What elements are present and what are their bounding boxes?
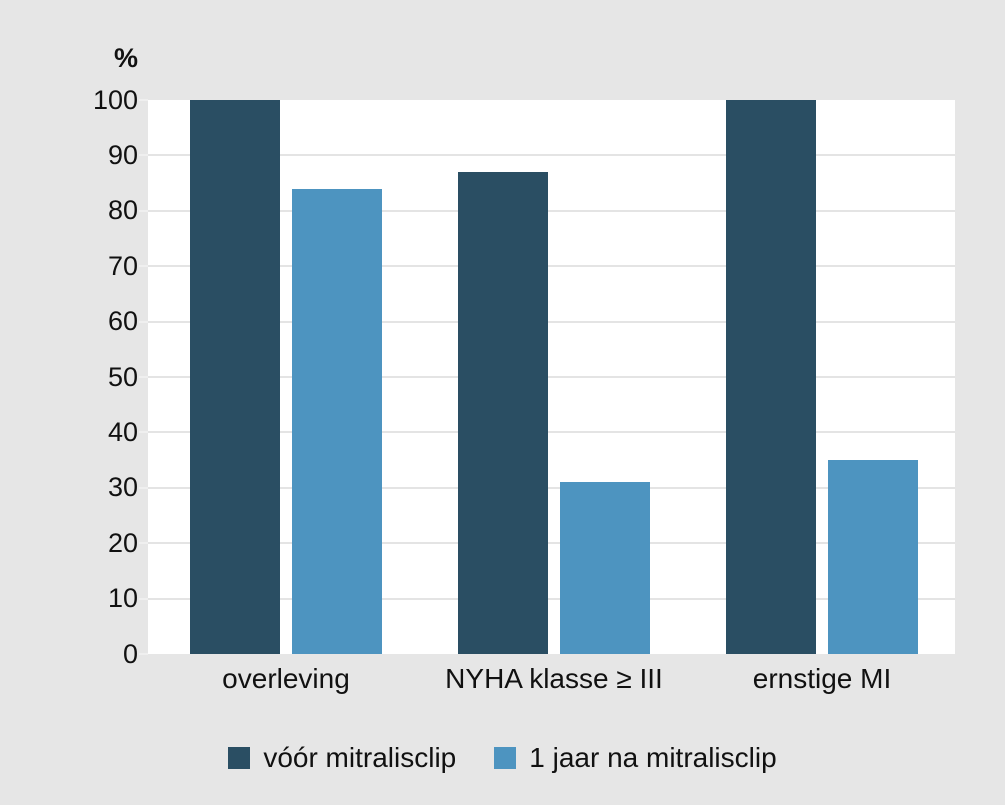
y-axis-tick-label-70: 70 xyxy=(107,250,138,281)
y-axis-tick-40 xyxy=(139,431,148,434)
legend-item-0: vóór mitralisclip xyxy=(228,742,456,774)
y-axis-tick-label-20: 20 xyxy=(107,527,138,558)
y-axis-tick-label-80: 80 xyxy=(107,195,138,226)
gridline-70 xyxy=(148,265,955,268)
y-axis-tick-100 xyxy=(139,99,148,101)
legend-label: vóór mitralisclip xyxy=(263,742,457,773)
y-axis-tick-0 xyxy=(139,653,148,655)
legend: vóór mitralisclip 1 jaar na mitralisclip xyxy=(0,742,1005,774)
y-axis-tick-50 xyxy=(139,376,148,378)
bar-series1-ernstige-mi xyxy=(828,460,918,654)
y-axis-tick-label-40: 40 xyxy=(107,416,138,447)
y-axis-tick-20 xyxy=(139,542,148,545)
bar-series0-overleving xyxy=(190,100,280,654)
y-axis-tick-label-50: 50 xyxy=(107,361,138,392)
y-axis-tick-60 xyxy=(139,320,148,323)
y-axis-tick-label-30: 30 xyxy=(107,472,138,503)
gridline-80 xyxy=(148,209,955,212)
legend-label: 1 jaar na mitralisclip xyxy=(529,742,777,773)
y-axis-tick-70 xyxy=(139,265,148,268)
y-axis-tick-label-0: 0 xyxy=(122,638,138,669)
y-axis-tick-label-60: 60 xyxy=(107,306,138,337)
gridline-10 xyxy=(148,597,955,600)
legend-swatch-icon xyxy=(228,747,251,769)
gridline-50 xyxy=(148,376,955,378)
x-axis-category-label-2: ernstige MI xyxy=(752,663,892,694)
y-axis-tick-label-10: 10 xyxy=(107,583,138,614)
y-axis-tick-label-90: 90 xyxy=(107,139,138,170)
y-axis-tick-10 xyxy=(139,597,148,600)
bar-series0-ernstige-mi xyxy=(726,100,816,654)
gridline-60 xyxy=(148,320,955,323)
gridline-30 xyxy=(148,486,955,489)
x-axis-category-label-1: NYHA klasse ≥ III xyxy=(445,663,663,694)
bar-series1-nyha-klasse-iii xyxy=(560,482,650,654)
y-axis-tick-80 xyxy=(139,209,148,212)
y-axis-unit-label: % xyxy=(113,43,138,73)
bar-series1-overleving xyxy=(292,188,382,654)
y-axis-tick-90 xyxy=(139,154,148,157)
y-axis-tick-30 xyxy=(139,486,148,489)
gridline-90 xyxy=(148,154,955,157)
bar-series0-nyha-klasse-iii xyxy=(458,172,548,654)
legend-swatch-icon xyxy=(494,747,517,769)
x-axis-category-label-0: overleving xyxy=(222,663,350,694)
y-axis-tick-label-100: 100 xyxy=(92,84,138,115)
gridline-40 xyxy=(148,431,955,434)
gridline-20 xyxy=(148,542,955,545)
legend-item-1: 1 jaar na mitralisclip xyxy=(494,742,777,774)
